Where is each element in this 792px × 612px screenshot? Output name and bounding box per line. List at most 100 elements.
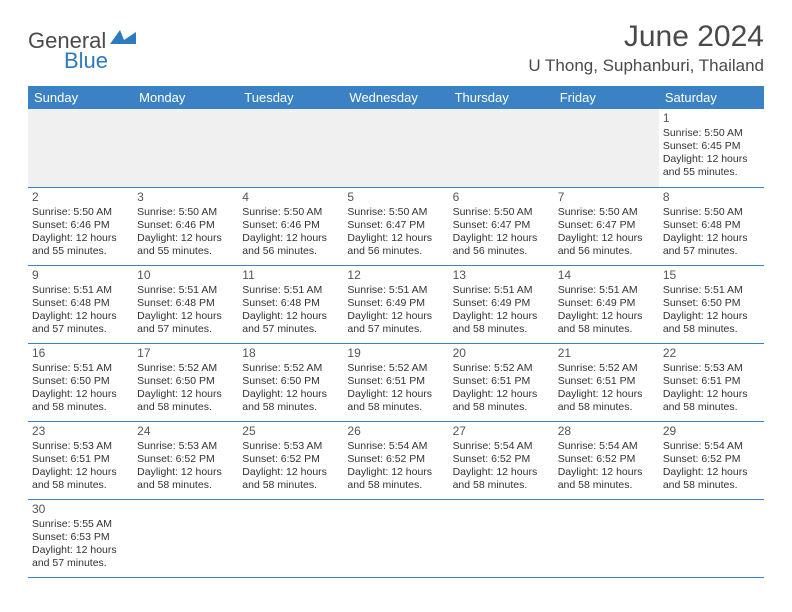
sunset-line: Sunset: 6:47 PM bbox=[453, 219, 550, 232]
sunrise-line: Sunrise: 5:50 AM bbox=[137, 206, 234, 219]
sunset-line: Sunset: 6:45 PM bbox=[663, 140, 760, 153]
calendar-cell bbox=[238, 109, 343, 187]
calendar-cell: 29Sunrise: 5:54 AMSunset: 6:52 PMDayligh… bbox=[659, 421, 764, 499]
calendar-row: 30Sunrise: 5:55 AMSunset: 6:53 PMDayligh… bbox=[28, 499, 764, 577]
daylight-line: Daylight: 12 hours and 57 minutes. bbox=[242, 310, 339, 336]
daylight-line: Daylight: 12 hours and 58 minutes. bbox=[347, 388, 444, 414]
day-number: 8 bbox=[663, 190, 760, 205]
sunset-line: Sunset: 6:49 PM bbox=[453, 297, 550, 310]
calendar-cell bbox=[133, 109, 238, 187]
dayhead-mon: Monday bbox=[133, 86, 238, 109]
logo-text-blue: Blue bbox=[64, 48, 108, 74]
calendar-cell bbox=[343, 109, 448, 187]
sunset-line: Sunset: 6:48 PM bbox=[663, 219, 760, 232]
sunrise-line: Sunrise: 5:53 AM bbox=[32, 440, 129, 453]
sunrise-line: Sunrise: 5:51 AM bbox=[32, 284, 129, 297]
daylight-line: Daylight: 12 hours and 56 minutes. bbox=[242, 232, 339, 258]
calendar-cell bbox=[28, 109, 133, 187]
calendar-cell: 20Sunrise: 5:52 AMSunset: 6:51 PMDayligh… bbox=[449, 343, 554, 421]
daylight-line: Daylight: 12 hours and 55 minutes. bbox=[663, 153, 760, 179]
sunset-line: Sunset: 6:51 PM bbox=[32, 453, 129, 466]
daylight-line: Daylight: 12 hours and 58 minutes. bbox=[663, 310, 760, 336]
sunrise-line: Sunrise: 5:52 AM bbox=[242, 362, 339, 375]
daylight-line: Daylight: 12 hours and 58 minutes. bbox=[32, 388, 129, 414]
daylight-line: Daylight: 12 hours and 56 minutes. bbox=[558, 232, 655, 258]
sunset-line: Sunset: 6:52 PM bbox=[242, 453, 339, 466]
sunset-line: Sunset: 6:50 PM bbox=[32, 375, 129, 388]
calendar-row: 16Sunrise: 5:51 AMSunset: 6:50 PMDayligh… bbox=[28, 343, 764, 421]
sunrise-line: Sunrise: 5:51 AM bbox=[453, 284, 550, 297]
daylight-line: Daylight: 12 hours and 57 minutes. bbox=[32, 310, 129, 336]
calendar-row: 23Sunrise: 5:53 AMSunset: 6:51 PMDayligh… bbox=[28, 421, 764, 499]
calendar-cell: 27Sunrise: 5:54 AMSunset: 6:52 PMDayligh… bbox=[449, 421, 554, 499]
calendar-cell: 16Sunrise: 5:51 AMSunset: 6:50 PMDayligh… bbox=[28, 343, 133, 421]
sunrise-line: Sunrise: 5:52 AM bbox=[347, 362, 444, 375]
calendar-cell: 1Sunrise: 5:50 AMSunset: 6:45 PMDaylight… bbox=[659, 109, 764, 187]
day-number: 13 bbox=[453, 268, 550, 283]
daylight-line: Daylight: 12 hours and 58 minutes. bbox=[558, 310, 655, 336]
sunset-line: Sunset: 6:50 PM bbox=[137, 375, 234, 388]
calendar-cell: 9Sunrise: 5:51 AMSunset: 6:48 PMDaylight… bbox=[28, 265, 133, 343]
day-number: 7 bbox=[558, 190, 655, 205]
sunset-line: Sunset: 6:52 PM bbox=[558, 453, 655, 466]
day-number: 2 bbox=[32, 190, 129, 205]
day-number: 3 bbox=[137, 190, 234, 205]
calendar-cell bbox=[554, 499, 659, 577]
calendar-cell: 21Sunrise: 5:52 AMSunset: 6:51 PMDayligh… bbox=[554, 343, 659, 421]
day-number: 15 bbox=[663, 268, 760, 283]
calendar-head: Sunday Monday Tuesday Wednesday Thursday… bbox=[28, 86, 764, 109]
sunset-line: Sunset: 6:47 PM bbox=[347, 219, 444, 232]
sunrise-line: Sunrise: 5:52 AM bbox=[137, 362, 234, 375]
day-number: 6 bbox=[453, 190, 550, 205]
sunset-line: Sunset: 6:49 PM bbox=[558, 297, 655, 310]
daylight-line: Daylight: 12 hours and 57 minutes. bbox=[663, 232, 760, 258]
sunset-line: Sunset: 6:47 PM bbox=[558, 219, 655, 232]
title-block: June 2024 U Thong, Suphanburi, Thailand bbox=[528, 20, 764, 76]
calendar-cell bbox=[449, 499, 554, 577]
sunrise-line: Sunrise: 5:50 AM bbox=[32, 206, 129, 219]
calendar-cell: 13Sunrise: 5:51 AMSunset: 6:49 PMDayligh… bbox=[449, 265, 554, 343]
daylight-line: Daylight: 12 hours and 58 minutes. bbox=[453, 388, 550, 414]
calendar-cell: 10Sunrise: 5:51 AMSunset: 6:48 PMDayligh… bbox=[133, 265, 238, 343]
calendar-cell bbox=[238, 499, 343, 577]
sunset-line: Sunset: 6:51 PM bbox=[453, 375, 550, 388]
calendar-cell bbox=[133, 499, 238, 577]
sunrise-line: Sunrise: 5:53 AM bbox=[242, 440, 339, 453]
daylight-line: Daylight: 12 hours and 55 minutes. bbox=[32, 232, 129, 258]
calendar-cell: 15Sunrise: 5:51 AMSunset: 6:50 PMDayligh… bbox=[659, 265, 764, 343]
sunset-line: Sunset: 6:50 PM bbox=[663, 297, 760, 310]
calendar-cell bbox=[554, 109, 659, 187]
day-number: 9 bbox=[32, 268, 129, 283]
sunrise-line: Sunrise: 5:53 AM bbox=[663, 362, 760, 375]
dayhead-fri: Friday bbox=[554, 86, 659, 109]
sunset-line: Sunset: 6:46 PM bbox=[32, 219, 129, 232]
header: General June 2024 U Thong, Suphanburi, T… bbox=[28, 20, 764, 76]
calendar-cell: 30Sunrise: 5:55 AMSunset: 6:53 PMDayligh… bbox=[28, 499, 133, 577]
sunrise-line: Sunrise: 5:51 AM bbox=[558, 284, 655, 297]
logo-flag-icon bbox=[110, 30, 136, 53]
dayhead-sun: Sunday bbox=[28, 86, 133, 109]
calendar-cell: 23Sunrise: 5:53 AMSunset: 6:51 PMDayligh… bbox=[28, 421, 133, 499]
day-number: 11 bbox=[242, 268, 339, 283]
day-number: 23 bbox=[32, 424, 129, 439]
calendar-row: 1Sunrise: 5:50 AMSunset: 6:45 PMDaylight… bbox=[28, 109, 764, 187]
calendar-cell: 3Sunrise: 5:50 AMSunset: 6:46 PMDaylight… bbox=[133, 187, 238, 265]
sunset-line: Sunset: 6:48 PM bbox=[242, 297, 339, 310]
sunrise-line: Sunrise: 5:55 AM bbox=[32, 518, 129, 531]
sunrise-line: Sunrise: 5:54 AM bbox=[558, 440, 655, 453]
sunrise-line: Sunrise: 5:50 AM bbox=[453, 206, 550, 219]
dayhead-sat: Saturday bbox=[659, 86, 764, 109]
sunset-line: Sunset: 6:52 PM bbox=[347, 453, 444, 466]
location-text: U Thong, Suphanburi, Thailand bbox=[528, 56, 764, 76]
day-number: 27 bbox=[453, 424, 550, 439]
sunset-line: Sunset: 6:51 PM bbox=[347, 375, 444, 388]
sunrise-line: Sunrise: 5:50 AM bbox=[558, 206, 655, 219]
daylight-line: Daylight: 12 hours and 58 minutes. bbox=[663, 466, 760, 492]
day-number: 16 bbox=[32, 346, 129, 361]
sunset-line: Sunset: 6:53 PM bbox=[32, 531, 129, 544]
sunrise-line: Sunrise: 5:53 AM bbox=[137, 440, 234, 453]
sunrise-line: Sunrise: 5:50 AM bbox=[242, 206, 339, 219]
daylight-line: Daylight: 12 hours and 58 minutes. bbox=[558, 466, 655, 492]
calendar-cell: 7Sunrise: 5:50 AMSunset: 6:47 PMDaylight… bbox=[554, 187, 659, 265]
calendar-cell: 8Sunrise: 5:50 AMSunset: 6:48 PMDaylight… bbox=[659, 187, 764, 265]
